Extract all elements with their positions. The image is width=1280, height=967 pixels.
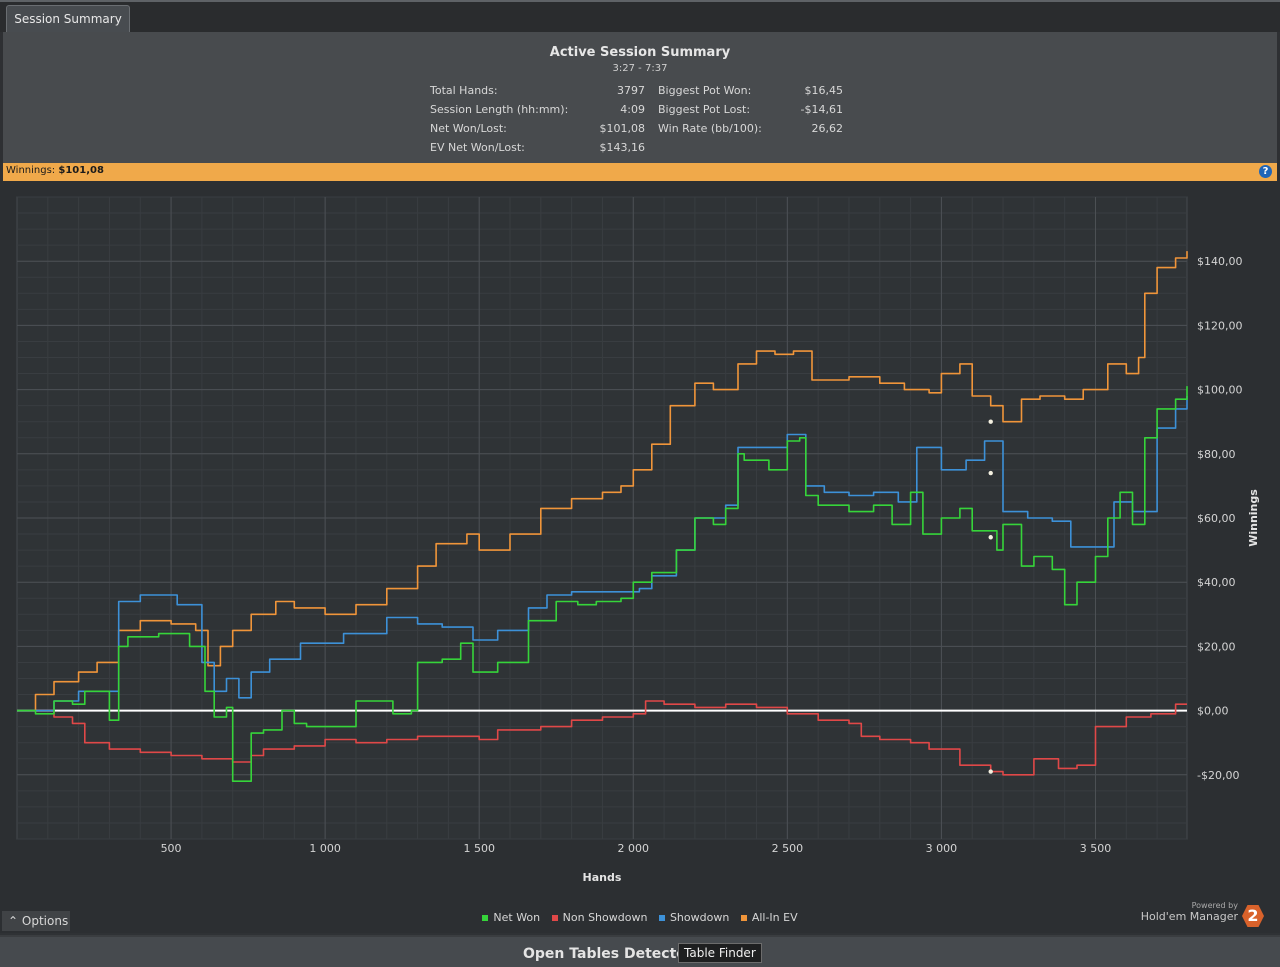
brand-name: Hold'em Manager (1140, 910, 1238, 923)
winnings-label-text: Winnings: (6, 165, 56, 176)
y-axis-title: Winnings (1247, 489, 1260, 547)
data-marker (988, 470, 993, 476)
legend-label: Showdown (669, 911, 730, 924)
stat-label: Net Won/Lost: (430, 122, 507, 135)
open-tables-title: Open Tables Detected (523, 946, 696, 962)
winnings-chart: -$20,00 $0,00 $20,00 $40,00 $60,00 $80,00 $100… (16, 196, 1260, 884)
y-tick-label: -$20,00 (1197, 769, 1239, 782)
stat-label: Total Hands: (430, 84, 498, 97)
y-tick-label: $20,00 (1197, 640, 1236, 653)
stat-label: EV Net Won/Lost: (430, 141, 525, 154)
stat-label: Biggest Pot Won: (658, 84, 752, 97)
winnings-label: Winnings: $101,08 (6, 165, 104, 176)
stat-label: Session Length (hh:mm): (430, 103, 569, 116)
session-summary-panel: Active Session Summary 3:27 - 7:37 Total… (0, 32, 1280, 163)
stat-value: $101,08 (599, 122, 646, 135)
tab-session-summary[interactable]: Session Summary (6, 5, 130, 33)
chevron-up-icon: ⌃ (8, 914, 19, 928)
x-tick-label: 2 500 (772, 842, 804, 855)
legend-label: Net Won (493, 911, 541, 924)
legend-item-showdown[interactable]: Showdown (658, 911, 730, 924)
stat-value: 26,62 (811, 122, 844, 135)
hem2-logo: 2 (1242, 905, 1264, 927)
data-marker (988, 769, 993, 774)
legend-swatch (658, 915, 665, 921)
series-line-non-showdown (17, 700, 1187, 776)
chart-area: -$20,00 $0,00 $20,00 $40,00 $60,00 $80,00 $100… (0, 181, 1280, 933)
legend-item-net-won[interactable]: Net Won (482, 911, 540, 924)
stat-value: 3797 (617, 84, 645, 97)
y-tick-label: $80,00 (1197, 448, 1236, 461)
winnings-bar: Winnings: $101,08 ? (0, 163, 1280, 181)
x-tick-label: 1 500 (463, 842, 495, 855)
x-tick-label: 2 000 (618, 842, 650, 855)
legend-swatch (551, 915, 558, 921)
bottom-bar: Open Tables Detected Table Finder (0, 935, 1280, 967)
x-tick-label: 500 (161, 842, 182, 855)
stat-value: -$14,61 (800, 103, 843, 116)
help-icon[interactable]: ? (1259, 165, 1272, 178)
tab-bar: Session Summary (0, 0, 1280, 33)
legend-label: Non Showdown (562, 911, 648, 924)
series-line-all-in-ev (17, 251, 1188, 712)
x-tick-label: 3 000 (926, 842, 958, 855)
stat-value: $143,16 (599, 141, 646, 154)
chart-legend: Net Won Non Showdown Showdown All-In EV (0, 911, 1280, 924)
winnings-value: $101,08 (58, 165, 104, 176)
series-line-showdown (17, 396, 1188, 712)
options-button[interactable]: ⌃ Options (2, 911, 70, 931)
powered-by-label: Powered by (1191, 901, 1238, 910)
options-label: Options (21, 914, 69, 928)
summary-title: Active Session Summary (549, 45, 731, 60)
y-tick-label: $140,00 (1197, 255, 1243, 268)
data-marker (988, 535, 993, 540)
stat-label: Biggest Pot Lost: (658, 103, 751, 116)
y-tick-label: $100,00 (1197, 384, 1243, 397)
y-tick-label: $60,00 (1197, 512, 1236, 525)
y-tick-label: $120,00 (1197, 319, 1243, 332)
legend-item-all-in-ev[interactable]: All-In EV (740, 911, 798, 924)
summary-time-range: 3:27 - 7:37 (612, 63, 668, 74)
series-line-net-won (17, 386, 1188, 782)
stat-value: 4:09 (620, 103, 645, 116)
x-tick-label: 3 500 (1080, 842, 1112, 855)
table-finder-button[interactable]: Table Finder (678, 943, 762, 963)
data-marker (988, 419, 993, 424)
legend-item-non-showdown[interactable]: Non Showdown (551, 911, 648, 924)
legend-swatch (482, 915, 489, 921)
stat-value: $16,45 (804, 84, 844, 97)
x-axis-title: Hands (583, 871, 622, 884)
legend-label: All-In EV (751, 911, 798, 924)
y-tick-label: $40,00 (1197, 576, 1236, 589)
y-tick-label: $0,00 (1197, 705, 1229, 718)
stat-label: Win Rate (bb/100): (658, 122, 762, 135)
x-tick-label: 1 000 (309, 842, 341, 855)
legend-swatch (740, 915, 747, 921)
